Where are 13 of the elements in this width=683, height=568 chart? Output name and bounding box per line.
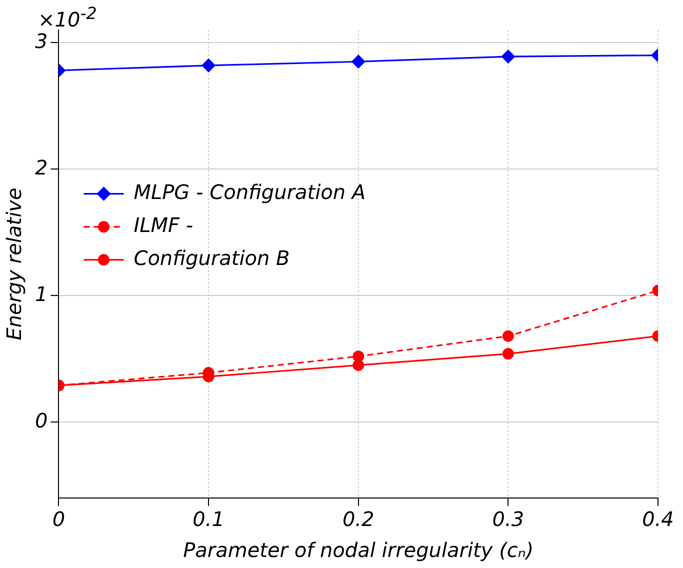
y-tick-label: 0	[34, 408, 48, 432]
legend-label: ILMF -	[134, 213, 194, 238]
y-tick-label: 1	[34, 282, 48, 306]
y-axis-title: Energy relative	[2, 188, 26, 340]
y-tick-label: 2	[34, 155, 48, 180]
legend-label: Configuration B	[134, 246, 290, 270]
x-axis-title: Parameter of nodal irregularity (cₙ)	[183, 538, 534, 562]
x-tick-label: 0	[52, 507, 66, 532]
x-tick-label: 0.1	[192, 507, 224, 532]
x-tick-label: 0.3	[492, 507, 524, 532]
x-tick-label: 0.2	[342, 507, 374, 532]
x-tick-label: 0.4	[642, 507, 674, 532]
legend-label: MLPG - Configuration A	[134, 180, 366, 204]
